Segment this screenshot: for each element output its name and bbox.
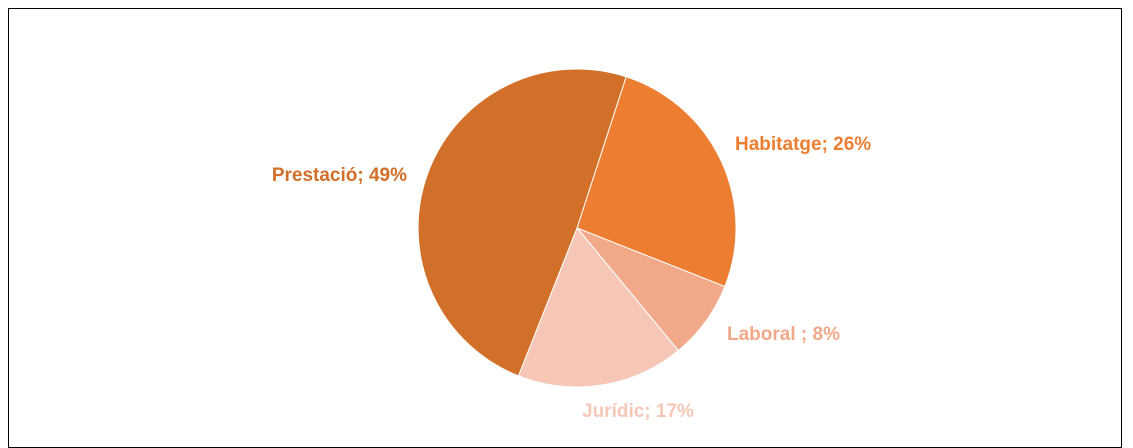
pie-slice-habitatge bbox=[576, 76, 737, 288]
data-label-prestacio: Prestació; 49% bbox=[272, 165, 407, 186]
pie-slice-juridic bbox=[517, 227, 680, 388]
pie-chart: Habitatge; 26% Laboral ; 8% Jurídic; 17% Pr… bbox=[272, 68, 871, 422]
pie-slice-prestacio bbox=[417, 68, 627, 377]
data-label-juridic: Jurídic; 17% bbox=[582, 401, 694, 422]
pie-labels: Habitatge; 26% Laboral ; 8% Jurídic; 17% Pr… bbox=[272, 134, 871, 422]
data-label-habitatge: Habitatge; 26% bbox=[735, 134, 871, 155]
data-label-laboral: Laboral ; 8% bbox=[727, 324, 840, 345]
pie-slices bbox=[417, 68, 737, 388]
